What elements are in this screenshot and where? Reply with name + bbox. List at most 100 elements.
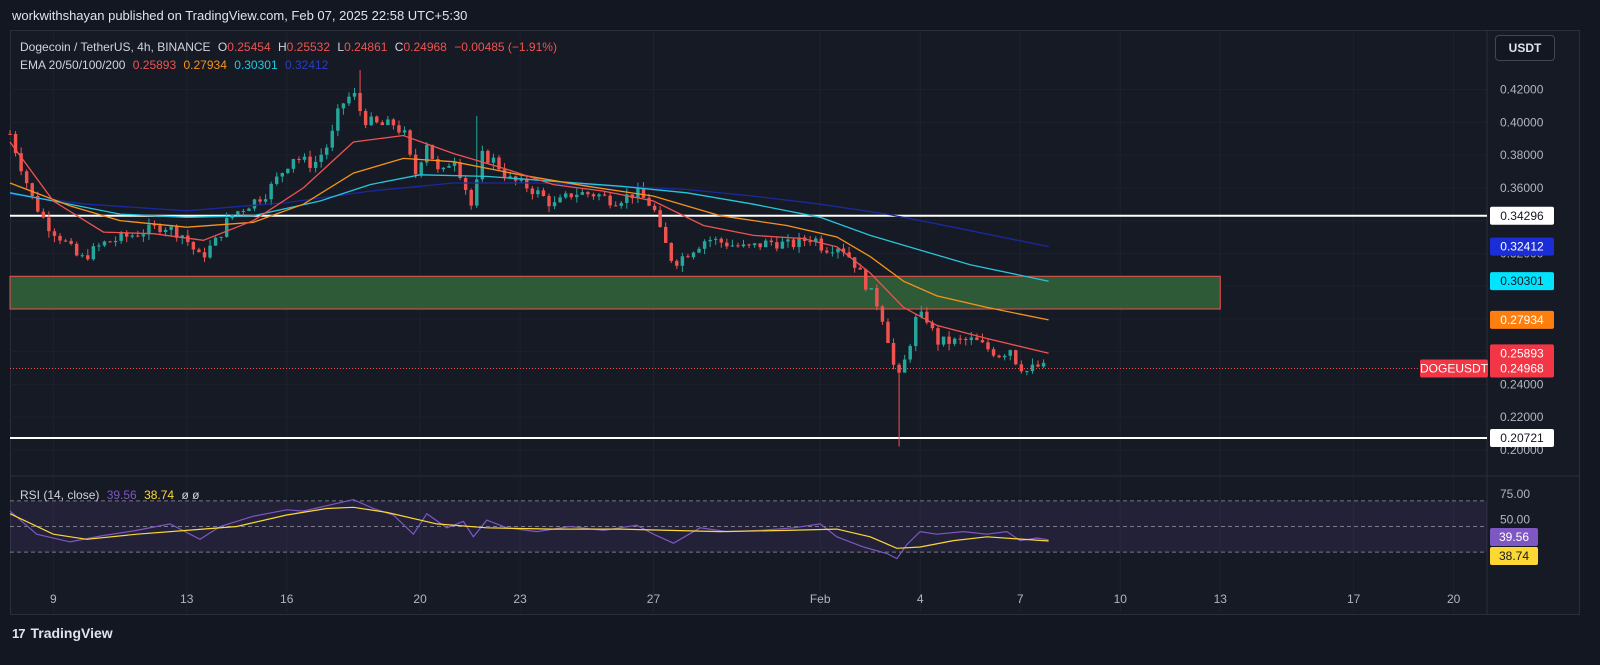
candle xyxy=(80,252,84,258)
candle xyxy=(575,188,579,203)
candle-body xyxy=(625,194,629,203)
candle-body xyxy=(258,199,262,202)
candle xyxy=(97,242,101,252)
candle-body xyxy=(113,240,118,243)
ema100-line xyxy=(9,174,1049,282)
candle xyxy=(1041,359,1046,369)
candle-body xyxy=(91,246,96,260)
candle-body xyxy=(163,229,168,233)
candle-body xyxy=(124,233,129,237)
candle-body xyxy=(313,161,318,168)
candle xyxy=(602,191,607,197)
candle xyxy=(230,214,234,220)
rsi-value-label: 39.56 xyxy=(1499,530,1529,544)
candle xyxy=(902,354,907,373)
candle-body xyxy=(1019,364,1024,372)
candle-body xyxy=(341,103,346,109)
candle-body xyxy=(736,245,740,247)
candle-body xyxy=(191,241,196,250)
candle xyxy=(630,194,635,204)
candle-body xyxy=(613,205,618,207)
price-label: 0.30301 xyxy=(1500,274,1544,288)
candle-body xyxy=(858,267,862,270)
candle xyxy=(675,259,679,270)
rsi-label[interactable]: RSI (14, close) xyxy=(20,488,100,502)
candle xyxy=(952,337,957,347)
tradingview-brand[interactable]: 17 TradingView xyxy=(12,625,113,641)
candle xyxy=(191,241,196,255)
candle xyxy=(691,251,696,260)
change-value: −0.00485 (−1.91%) xyxy=(454,40,557,54)
candle xyxy=(941,336,946,347)
candle xyxy=(619,200,623,209)
symbol-name[interactable]: Dogecoin / TetherUS, 4h, BINANCE xyxy=(20,40,211,54)
candle xyxy=(436,155,440,173)
candle xyxy=(747,243,751,249)
candle-body xyxy=(919,311,924,317)
candle-body xyxy=(180,235,184,238)
candle xyxy=(486,149,490,164)
candle-body xyxy=(147,224,151,235)
chart-frame[interactable] xyxy=(10,30,1580,615)
candle-body xyxy=(947,336,951,344)
price-tick-label: 0.38000 xyxy=(1500,148,1544,162)
candle xyxy=(358,70,362,116)
candle xyxy=(841,243,846,257)
candle-body xyxy=(86,255,90,260)
candle-body xyxy=(891,342,896,365)
candle-body xyxy=(647,197,651,206)
candle-body xyxy=(330,130,335,148)
candle xyxy=(964,336,968,346)
candle-body xyxy=(241,210,246,212)
candle xyxy=(197,247,201,253)
rsi-tick-label: 50.00 xyxy=(1500,513,1530,527)
candle xyxy=(786,234,790,248)
candle xyxy=(1008,349,1012,361)
candle xyxy=(591,192,596,200)
currency-button[interactable]: USDT xyxy=(1495,35,1555,61)
candle xyxy=(875,284,879,311)
candle xyxy=(708,236,712,248)
candle-body xyxy=(586,192,590,195)
candle xyxy=(791,237,796,250)
candle-body xyxy=(958,338,962,340)
candle-body xyxy=(425,144,429,163)
candle-body xyxy=(675,260,679,266)
candle-body xyxy=(475,179,479,206)
candle xyxy=(825,247,829,255)
candle-body xyxy=(558,197,562,203)
candle xyxy=(286,168,290,175)
candle-body xyxy=(547,196,551,207)
candle xyxy=(1014,349,1018,366)
candle-body xyxy=(252,199,257,209)
candle xyxy=(219,236,223,242)
candle-body xyxy=(814,238,818,242)
candle-body xyxy=(658,210,662,227)
price-tick-label: 0.40000 xyxy=(1500,115,1544,129)
candle-body xyxy=(908,346,912,360)
open-label: O xyxy=(217,40,228,54)
ema-label[interactable]: EMA 20/50/100/200 xyxy=(20,58,126,72)
candle-body xyxy=(1008,350,1012,356)
candle-body xyxy=(169,226,173,230)
candle xyxy=(914,313,918,352)
candle-body xyxy=(119,233,123,241)
candle xyxy=(536,186,540,198)
candle xyxy=(136,230,140,238)
ema50-line xyxy=(9,157,1049,321)
candle xyxy=(341,102,346,115)
candle xyxy=(780,236,785,250)
candle-body xyxy=(369,116,373,126)
candle xyxy=(530,185,535,200)
candle xyxy=(997,354,1001,359)
candle xyxy=(469,188,473,210)
time-tick-label: 9 xyxy=(50,592,57,606)
candle-body xyxy=(686,256,690,258)
ema20-value: 0.25893 xyxy=(132,58,177,72)
candle-body xyxy=(397,125,401,133)
candle-body xyxy=(141,234,146,237)
candle xyxy=(925,307,929,325)
price-label: 0.25893 xyxy=(1500,346,1544,360)
resistance-label-box xyxy=(1490,206,1554,225)
